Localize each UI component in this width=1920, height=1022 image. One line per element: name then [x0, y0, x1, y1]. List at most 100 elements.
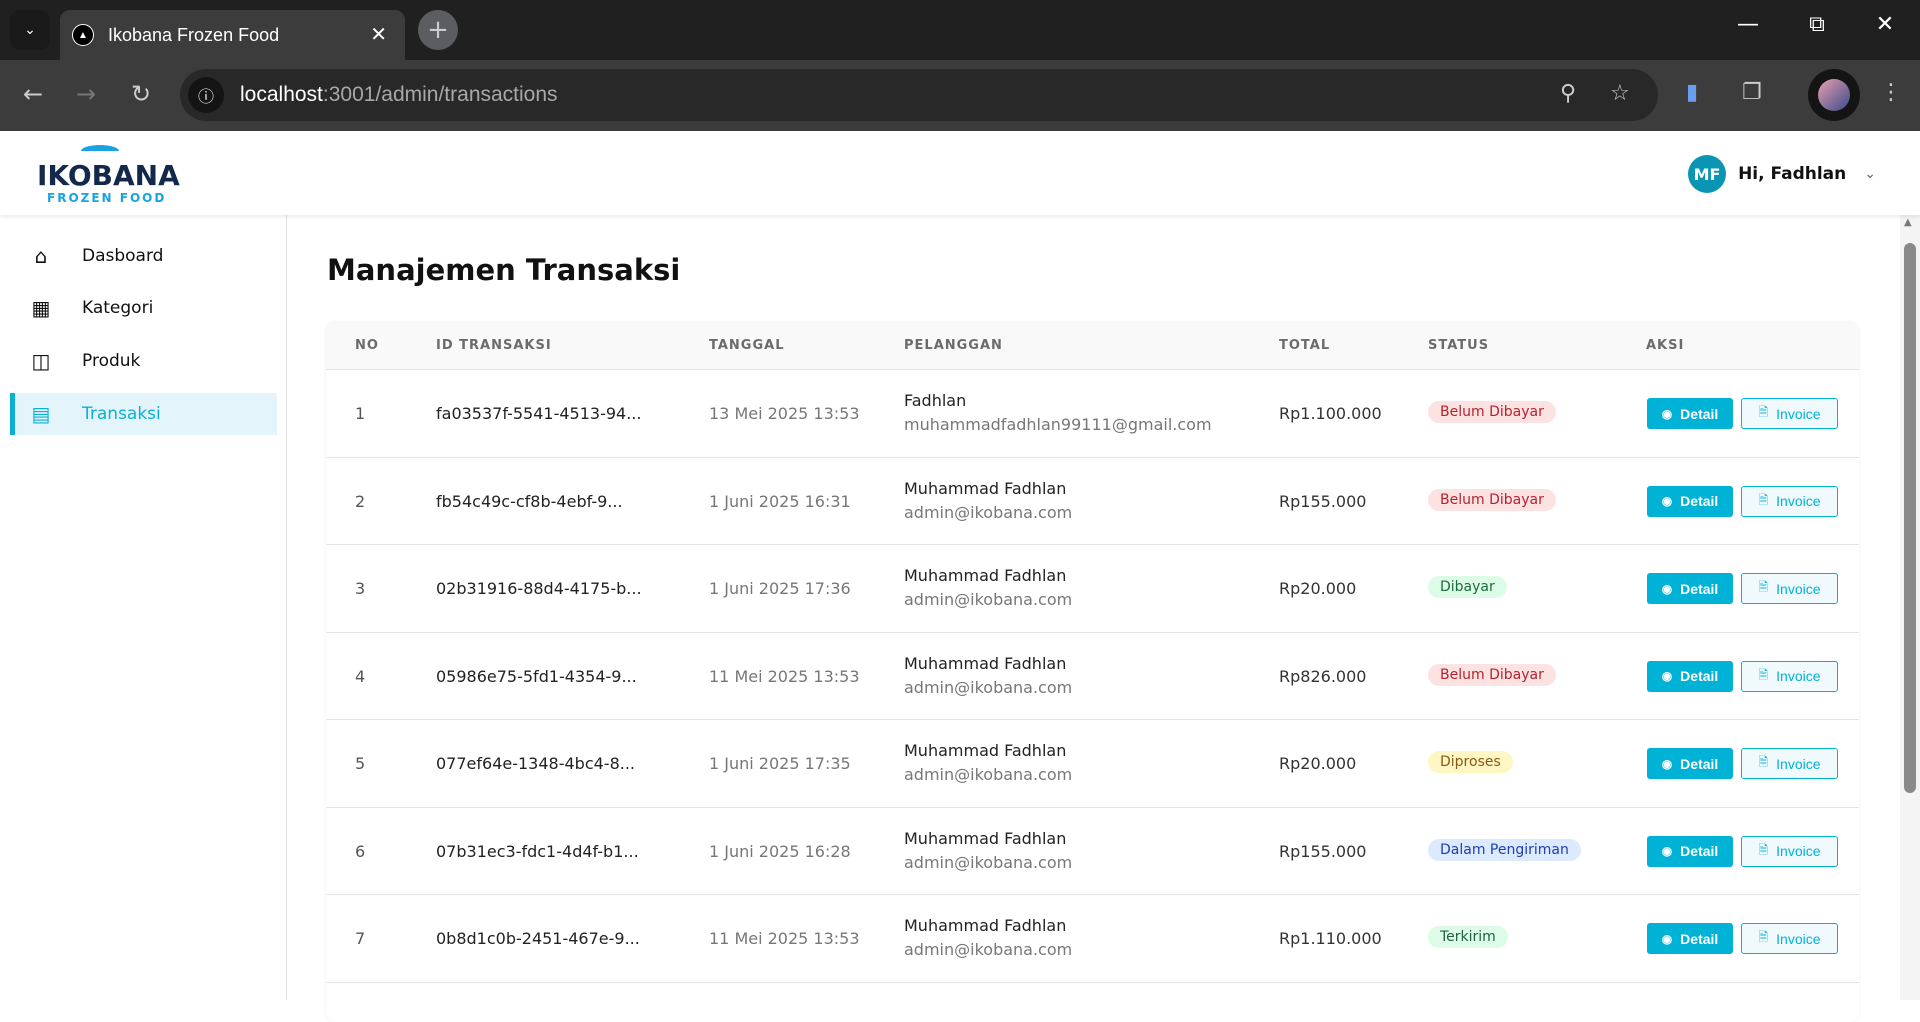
url-host: localhost	[240, 83, 323, 106]
main-content: Manajemen Transaksi NO ID TRANSAKSI TANG…	[288, 215, 1900, 1022]
address-bar[interactable]: ⓘ localhost:3001/admin/transactions ⚲ ☆	[180, 69, 1658, 121]
customer-name: Fadhlan	[904, 391, 967, 410]
logo[interactable]: IKOBANA FROZEN FOOD	[37, 145, 180, 205]
archive-icon: ◫	[31, 349, 51, 373]
forward-icon[interactable]: →	[75, 80, 97, 108]
customer-email: admin@ikobana.com	[904, 502, 1073, 522]
browser-toolbar: ← → ↻ ⓘ localhost:3001/admin/transaction…	[0, 60, 1920, 131]
invoice-label: Invoice	[1776, 405, 1821, 422]
close-window-icon[interactable]: ✕	[1875, 12, 1895, 37]
row-number: 2	[355, 491, 366, 511]
column-header-no: NO	[355, 338, 379, 353]
detail-label: Detail	[1680, 580, 1719, 597]
sidebar-item-label: Transaksi	[82, 404, 161, 424]
status-badge: Belum Dibayar	[1428, 488, 1556, 511]
url-text[interactable]: localhost:3001/admin/transactions	[240, 83, 558, 107]
detail-label: Detail	[1680, 930, 1719, 947]
customer-name: Muhammad Fadhlan	[904, 741, 1067, 760]
transaction-id: 077ef64e-1348-4bc4-8...	[436, 754, 636, 773]
table-body: 1 fa03537f-5541-4513-94... 13 Mei 2025 13:…	[326, 370, 1859, 983]
detail-button[interactable]: ◉ Detail	[1647, 398, 1733, 429]
sidebar-item-label: Dasboard	[82, 246, 164, 266]
status-badge: Belum Dibayar	[1428, 663, 1556, 686]
minimize-icon[interactable]: —	[1737, 12, 1759, 37]
detail-button[interactable]: ◉ Detail	[1647, 485, 1733, 517]
document-icon: 🗎	[1758, 842, 1769, 857]
eye-icon: ◉	[1661, 581, 1673, 596]
scrollbar-thumb[interactable]	[1904, 243, 1916, 793]
column-header-customer: PELANGGAN	[904, 338, 1003, 353]
back-icon[interactable]: ←	[22, 80, 44, 108]
transaction-date: 11 Mei 2025 13:53	[709, 666, 860, 686]
profile-avatar[interactable]	[1808, 69, 1860, 121]
invoice-button[interactable]: 🗎 Invoice	[1741, 835, 1838, 867]
chevron-down-icon: ⌄	[1864, 166, 1876, 182]
sidebar-item-produk[interactable]: ◫ Produk	[10, 340, 277, 382]
detail-button[interactable]: ◉ Detail	[1647, 923, 1733, 954]
document-icon: 🗎	[1758, 930, 1769, 944]
invoice-button[interactable]: 🗎 Invoice	[1741, 573, 1838, 604]
customer-email: admin@ikobana.com	[904, 590, 1073, 609]
status-badge: Dalam Pengiriman	[1428, 838, 1581, 861]
detail-label: Detail	[1680, 843, 1719, 859]
tab-search-button[interactable]: ⌄	[10, 10, 50, 50]
transaction-total: Rp826.000	[1279, 666, 1367, 686]
sidebar-item-dasboard[interactable]: ⌂ Dasboard	[10, 235, 277, 277]
reload-icon[interactable]: ↻	[130, 80, 152, 108]
table-header: NO ID TRANSAKSI TANGGAL PELANGGAN TOTAL …	[326, 322, 1859, 370]
url-path: :3001/admin/transactions	[322, 83, 558, 106]
detail-button[interactable]: ◉ Detail	[1647, 573, 1733, 604]
column-header-date: TANGGAL	[709, 338, 785, 353]
avatar: MF	[1688, 155, 1727, 193]
eye-icon: ◉	[1661, 406, 1673, 421]
invoice-button[interactable]: 🗎 Invoice	[1741, 923, 1838, 954]
document-icon: 🗎	[1758, 580, 1769, 594]
transaction-total: Rp20.000	[1279, 579, 1357, 598]
invoice-button[interactable]: 🗎 Invoice	[1741, 748, 1838, 779]
scrollbar[interactable]: ▲	[1900, 215, 1920, 1000]
customer-name: Muhammad Fadhlan	[904, 916, 1067, 935]
detail-button[interactable]: ◉ Detail	[1647, 748, 1733, 779]
transaction-date: 11 Mei 2025 13:53	[709, 929, 860, 948]
sidebar-item-kategori[interactable]: ▦ Kategori	[10, 287, 277, 329]
sidebar-item-transaksi[interactable]: ▤ Transaksi	[10, 393, 277, 435]
detail-button[interactable]: ◉ Detail	[1647, 835, 1733, 867]
status-badge: Diproses	[1428, 751, 1513, 773]
detail-button[interactable]: ◉ Detail	[1647, 660, 1733, 692]
invoice-button[interactable]: 🗎 Invoice	[1741, 398, 1838, 429]
zoom-icon[interactable]: ⚲	[1560, 81, 1577, 106]
browser-tab[interactable]: ▲ Ikobana Frozen Food ✕	[60, 10, 405, 60]
menu-icon[interactable]: ⋮	[1880, 80, 1902, 105]
extension-icon[interactable]: ▮	[1686, 80, 1699, 105]
receipt-icon: ▤	[31, 402, 51, 426]
close-tab-icon[interactable]: ✕	[370, 24, 387, 46]
document-icon: 🗎	[1758, 755, 1769, 769]
eye-icon: ◉	[1661, 844, 1673, 858]
invoice-label: Invoice	[1776, 580, 1821, 597]
new-tab-button[interactable]: +	[418, 10, 458, 50]
status-badge: Terkirim	[1428, 926, 1508, 948]
detail-label: Detail	[1680, 405, 1719, 422]
tab-title: Ikobana Frozen Food	[108, 24, 280, 45]
transaction-total: Rp20.000	[1279, 754, 1357, 773]
transaction-id: 07b31ec3-fdc1-4d4f-b1...	[436, 841, 639, 861]
star-icon[interactable]: ☆	[1610, 81, 1630, 106]
transaction-date: 1 Juni 2025 17:36	[709, 579, 851, 598]
status-badge: Dibayar	[1428, 576, 1507, 598]
site-info-icon[interactable]: ⓘ	[188, 77, 224, 113]
row-number: 4	[355, 666, 366, 686]
user-menu[interactable]: MF Hi, Fadhlan ⌄	[1688, 155, 1876, 193]
invoice-button[interactable]: 🗎 Invoice	[1741, 485, 1838, 517]
transaction-id: 05986e75-5fd1-4354-9...	[436, 666, 637, 686]
invoice-button[interactable]: 🗎 Invoice	[1741, 660, 1838, 692]
scroll-up-icon[interactable]: ▲	[1904, 217, 1912, 228]
transaction-id: 0b8d1c0b-2451-467e-9...	[436, 929, 640, 948]
customer-email: muhammadfadhlan99111@gmail.com	[904, 415, 1212, 434]
puzzle-icon[interactable]: ❐	[1742, 80, 1762, 105]
customer-email: admin@ikobana.com	[904, 677, 1073, 697]
sidebar-item-label: Kategori	[82, 298, 154, 318]
detail-label: Detail	[1680, 668, 1719, 684]
sidebar-item-label: Produk	[82, 351, 141, 371]
restore-icon[interactable]: ⧉	[1809, 12, 1825, 37]
invoice-label: Invoice	[1776, 755, 1821, 772]
